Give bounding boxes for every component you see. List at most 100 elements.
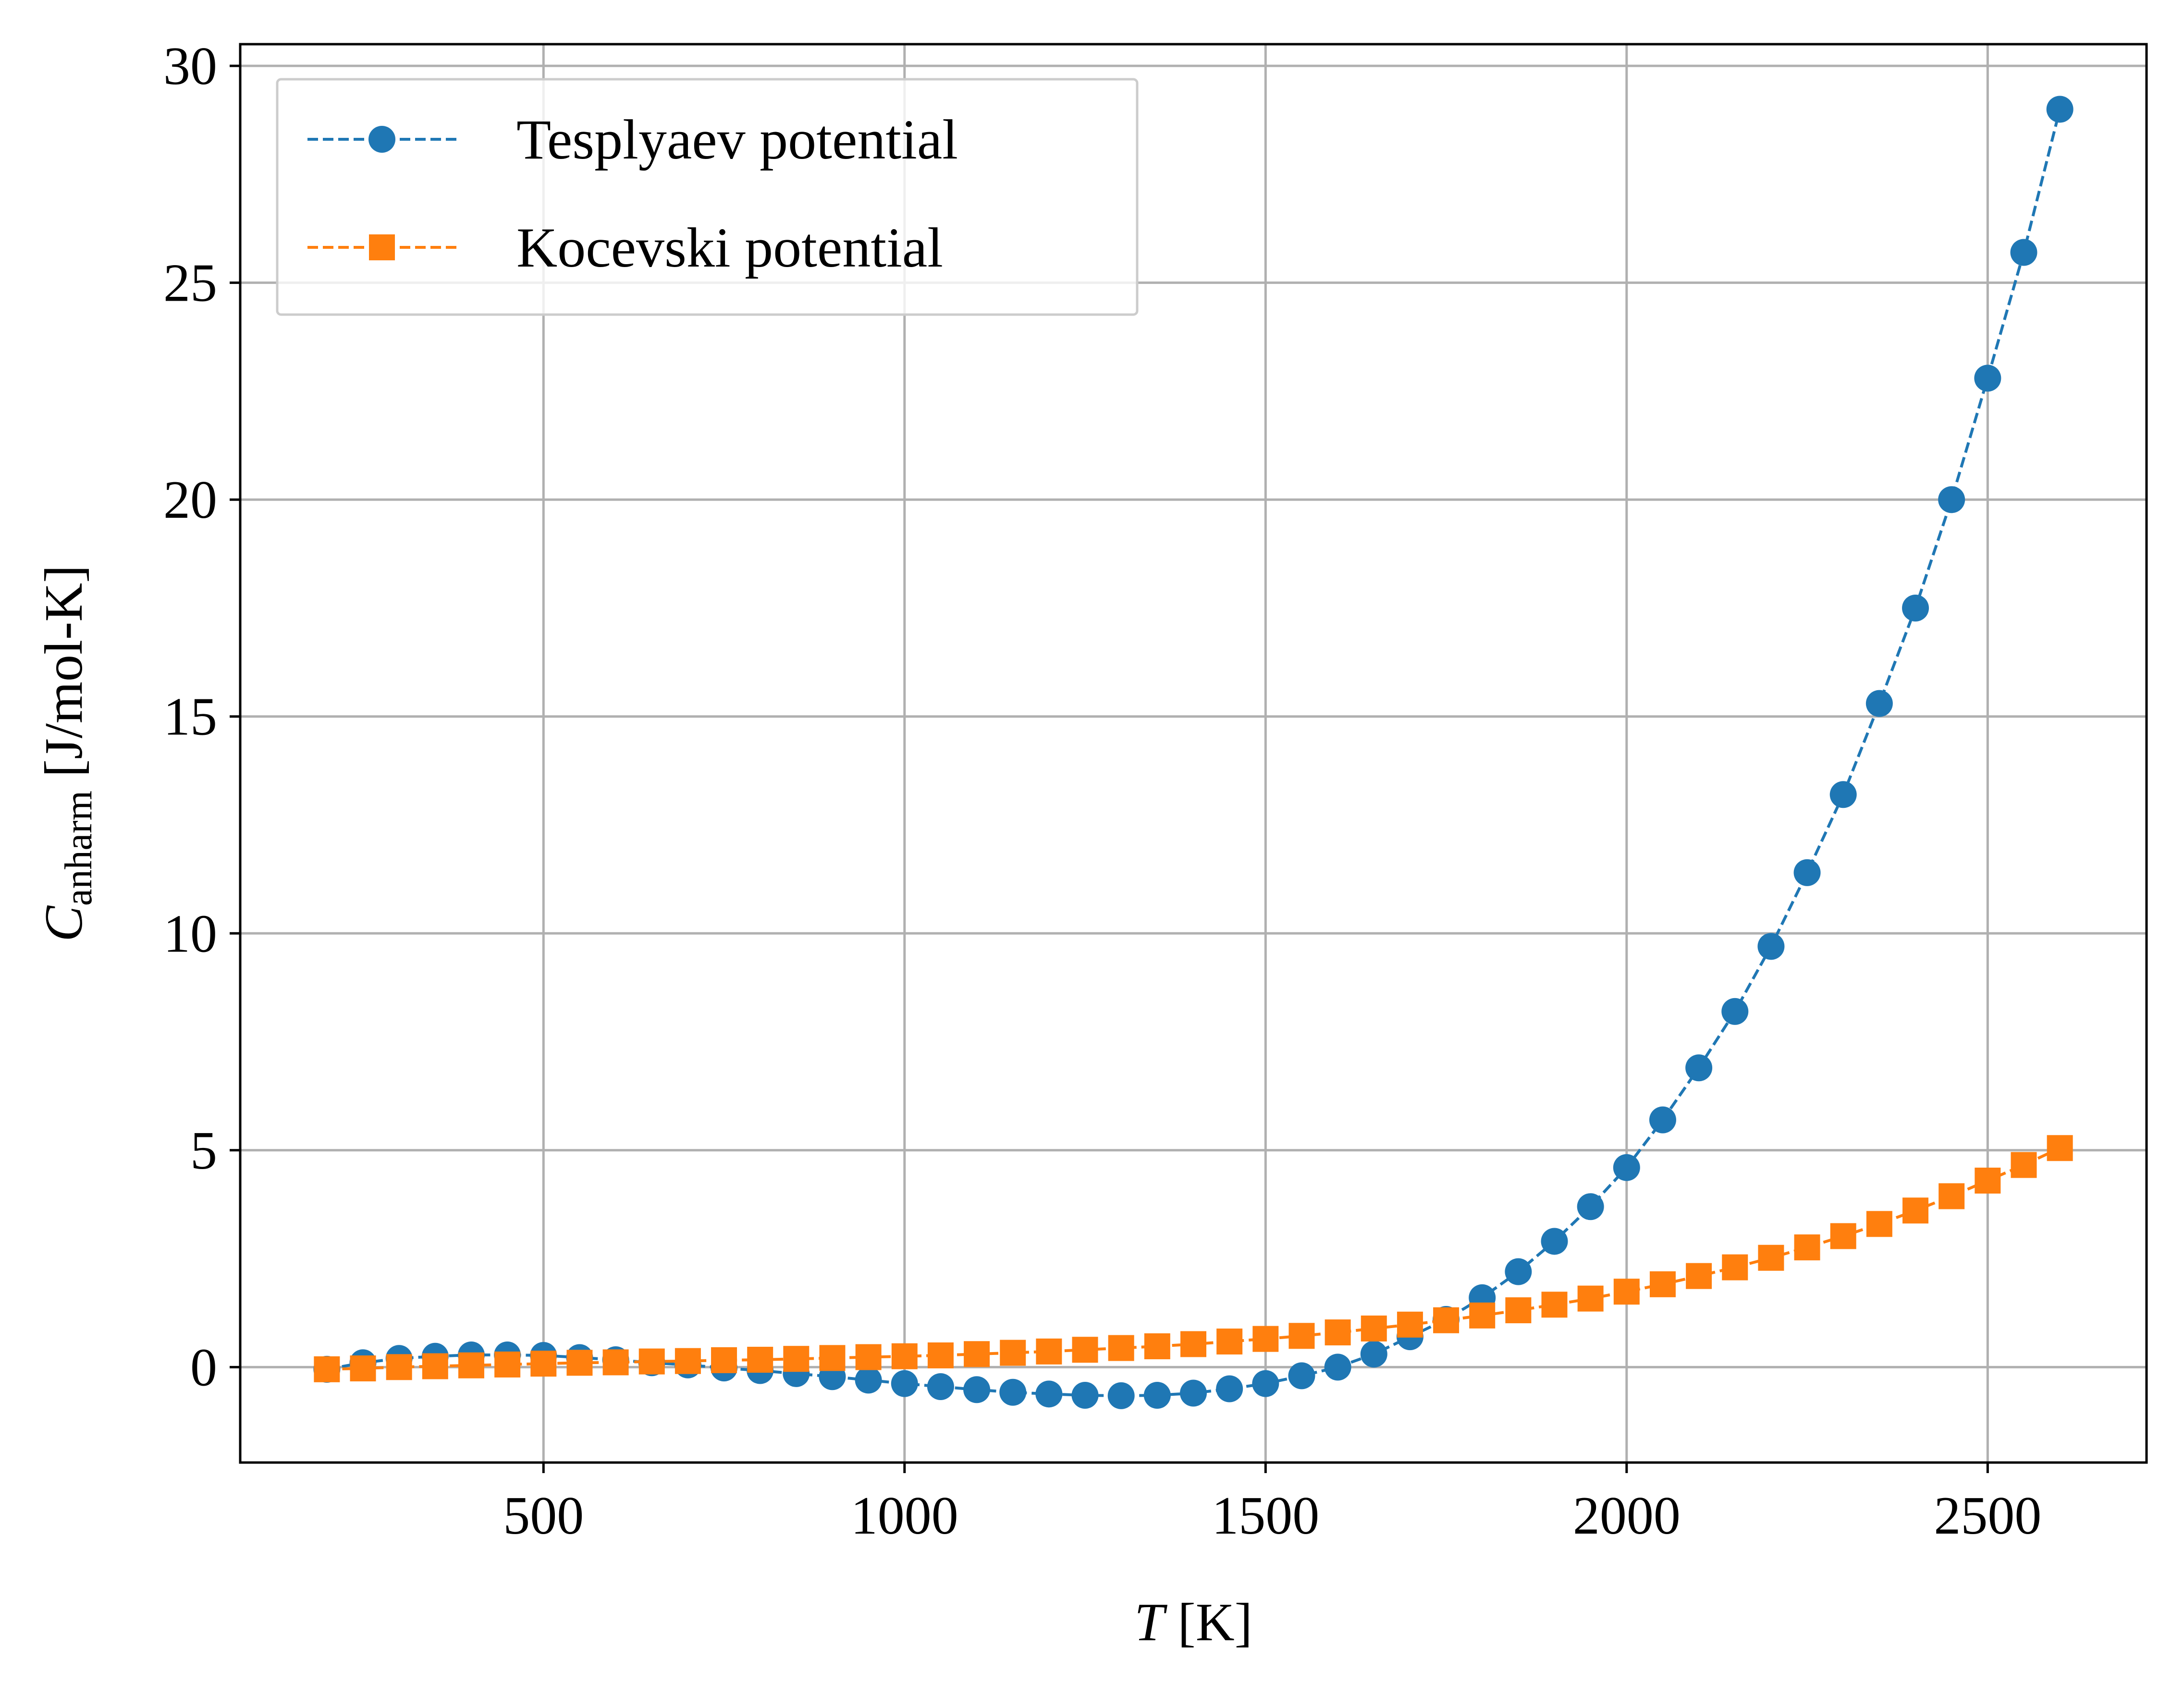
data-point-tesplyaev <box>1180 1379 1207 1407</box>
x-axis-label: T [K] <box>1134 1593 1252 1652</box>
axes-frame <box>239 43 2148 1464</box>
data-point-kocevski <box>1902 1197 1929 1224</box>
data-point-kocevski <box>855 1344 882 1370</box>
data-point-tesplyaev <box>1865 690 1893 717</box>
data-point-tesplyaev <box>1613 1154 1640 1181</box>
y-tick-label: 20 <box>163 470 217 530</box>
data-point-kocevski <box>747 1346 773 1373</box>
data-point-kocevski <box>1180 1331 1206 1357</box>
data-point-tesplyaev <box>1288 1362 1315 1390</box>
data-point-kocevski <box>1325 1319 1351 1346</box>
data-point-kocevski <box>1469 1302 1496 1329</box>
y-axis-label: Canharm [J/mol-K] <box>34 565 100 941</box>
ticks: 500 1000 1500 2000 2500 0 5 10 15 20 25 30 <box>163 37 2041 1546</box>
data-point-kocevski <box>1975 1168 2001 1194</box>
data-point-kocevski <box>711 1347 737 1373</box>
data-point-tesplyaev <box>1216 1375 1243 1402</box>
data-point-kocevski <box>530 1351 557 1377</box>
data-point-kocevski <box>1758 1244 1784 1271</box>
data-point-kocevski <box>1939 1183 1965 1209</box>
y-tick-label: 25 <box>163 254 217 313</box>
legend-label-kocevski: Kocevski potential <box>516 216 943 279</box>
data-point-tesplyaev <box>1902 594 1929 622</box>
data-point-kocevski <box>964 1341 990 1367</box>
data-point-tesplyaev <box>891 1370 918 1397</box>
data-point-tesplyaev <box>1505 1258 1532 1285</box>
data-point-kocevski <box>1000 1340 1026 1366</box>
data-point-kocevski <box>1361 1315 1387 1341</box>
data-point-kocevski <box>1108 1335 1134 1361</box>
data-point-tesplyaev <box>963 1376 991 1403</box>
data-point-kocevski <box>1288 1323 1315 1349</box>
data-point-kocevski <box>1794 1234 1820 1261</box>
data-point-kocevski <box>1830 1223 1856 1249</box>
data-point-kocevski <box>314 1356 340 1382</box>
data-point-kocevski <box>566 1350 593 1376</box>
legend-box <box>276 78 1139 316</box>
y-axis-label-subscript: anharm <box>58 791 100 906</box>
data-point-kocevski <box>783 1346 810 1372</box>
x-tick-label: 500 <box>503 1486 584 1546</box>
data-point-tesplyaev <box>1649 1106 1676 1134</box>
data-point-tesplyaev <box>1793 859 1821 886</box>
x-tick-label: 2000 <box>1573 1486 1681 1546</box>
data-point-tesplyaev <box>927 1373 954 1400</box>
data-point-tesplyaev <box>1252 1370 1279 1397</box>
data-point-kocevski <box>1252 1326 1279 1352</box>
x-tick-label: 1000 <box>851 1486 958 1546</box>
data-point-kocevski <box>1072 1337 1098 1363</box>
data-point-tesplyaev <box>1721 998 1749 1025</box>
data-point-kocevski <box>1722 1254 1748 1280</box>
data-point-tesplyaev <box>1143 1382 1171 1409</box>
grid <box>240 44 2147 1463</box>
data-point-tesplyaev <box>2046 96 2074 123</box>
data-point-kocevski <box>1577 1285 1604 1312</box>
y-axis-label-variable: C <box>34 905 94 942</box>
data-point-tesplyaev <box>1324 1354 1351 1381</box>
data-point-kocevski <box>2047 1135 2073 1161</box>
data-point-tesplyaev <box>1035 1380 1063 1408</box>
y-tick-label: 5 <box>190 1121 217 1181</box>
data-point-kocevski <box>350 1355 376 1382</box>
legend-entry-tesplyaev: Tesplyaev potential <box>307 108 958 171</box>
data-point-tesplyaev <box>1071 1382 1099 1409</box>
data-point-kocevski <box>386 1354 412 1380</box>
data-point-kocevski <box>2011 1152 2037 1178</box>
data-point-kocevski <box>1505 1297 1532 1324</box>
y-tick-label: 30 <box>163 37 217 96</box>
data-point-tesplyaev <box>1757 933 1785 960</box>
y-tick-label: 0 <box>190 1338 217 1397</box>
data-point-kocevski <box>1649 1271 1676 1297</box>
data-point-tesplyaev <box>999 1378 1027 1406</box>
data-point-kocevski <box>1866 1211 1892 1237</box>
data-point-tesplyaev <box>1577 1193 1604 1220</box>
y-tick-label: 10 <box>163 904 217 963</box>
legend-marker-tesplyaev <box>368 126 395 153</box>
data-point-tesplyaev <box>1829 781 1857 808</box>
data-point-tesplyaev <box>1360 1341 1387 1368</box>
series-layer <box>313 96 2074 1409</box>
data-point-tesplyaev <box>855 1366 882 1394</box>
data-point-kocevski <box>638 1348 665 1375</box>
legend-entry-kocevski: Kocevski potential <box>307 216 943 279</box>
data-point-tesplyaev <box>1974 365 2001 392</box>
data-point-tesplyaev <box>1541 1228 1568 1255</box>
data-point-tesplyaev <box>1685 1054 1713 1082</box>
x-tick-label: 2500 <box>1934 1486 2041 1546</box>
data-point-kocevski <box>1216 1329 1243 1355</box>
x-axis-label-unit: [K] <box>1164 1593 1252 1652</box>
data-point-tesplyaev <box>1107 1382 1135 1409</box>
data-point-tesplyaev <box>1938 486 1965 513</box>
x-tick-label: 1500 <box>1212 1486 1319 1546</box>
data-point-kocevski <box>1613 1279 1640 1305</box>
data-point-kocevski <box>819 1345 846 1371</box>
legend-label-tesplyaev: Tesplyaev potential <box>516 108 958 171</box>
data-point-kocevski <box>1397 1311 1423 1338</box>
legend: Tesplyaev potential Kocevski potential <box>276 78 1139 316</box>
legend-marker-kocevski <box>369 234 395 260</box>
data-point-kocevski <box>1036 1338 1062 1365</box>
x-axis-label-variable: T <box>1134 1593 1167 1652</box>
data-point-kocevski <box>1433 1307 1460 1333</box>
data-point-tesplyaev <box>2010 239 2037 266</box>
